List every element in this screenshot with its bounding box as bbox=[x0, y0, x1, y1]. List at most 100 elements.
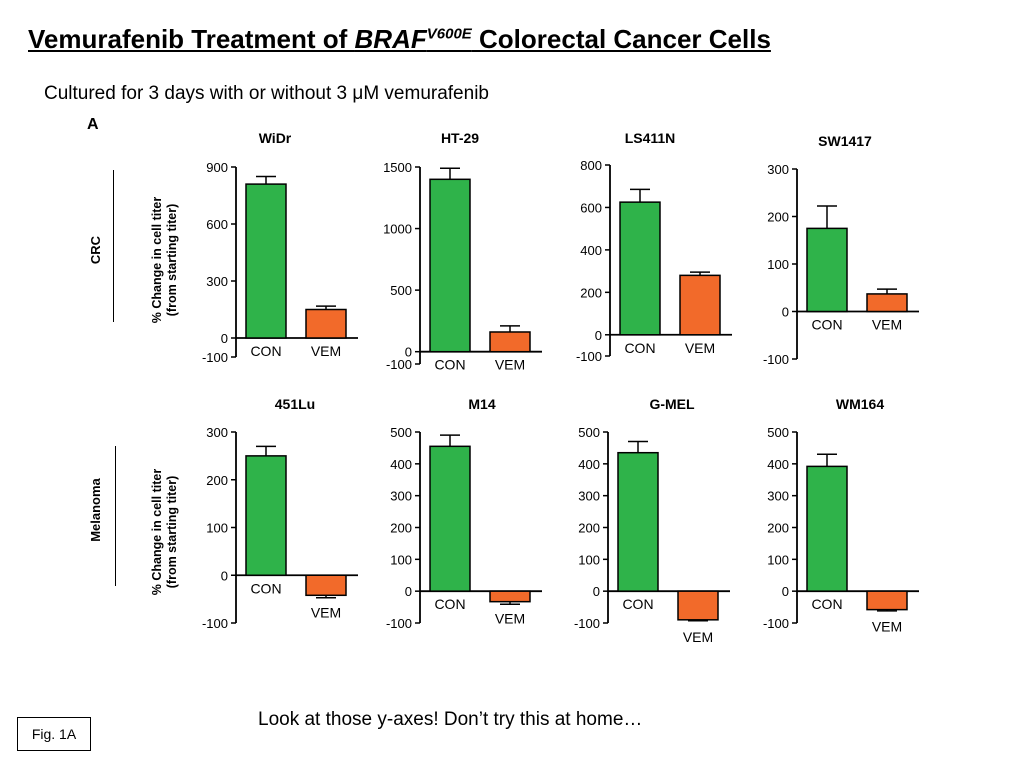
category-label-vem: VEM bbox=[872, 317, 902, 333]
category-label-con: CON bbox=[434, 357, 465, 373]
y-tick-label: -100 bbox=[386, 357, 412, 372]
chart-title: WM164 bbox=[836, 396, 884, 412]
title-gene: BRAF bbox=[354, 24, 427, 54]
title-mutation: V600E bbox=[426, 25, 472, 43]
bar-vem bbox=[305, 574, 347, 597]
category-label-vem: VEM bbox=[311, 343, 341, 359]
y-tick-label: -100 bbox=[202, 350, 228, 365]
chart-m14: M14 -100 0 100 200 300 400 500 CON VEM bbox=[386, 396, 542, 631]
y-tick-label: 400 bbox=[390, 457, 412, 472]
y-tick-label: 600 bbox=[580, 200, 602, 215]
y-tick-label: 200 bbox=[578, 521, 600, 536]
y-tick-label: 0 bbox=[405, 345, 412, 360]
y-tick-label: 300 bbox=[767, 162, 789, 177]
y-tick-label: 0 bbox=[221, 331, 228, 346]
y-tick-label: 800 bbox=[580, 158, 602, 173]
chart-ls411n: LS411N -100 0 200 400 600 800 CON VEM bbox=[576, 130, 732, 364]
y-tick-label: 500 bbox=[390, 283, 412, 298]
y-tick-label: 100 bbox=[578, 552, 600, 567]
bar-vem bbox=[866, 293, 908, 313]
y-tick-label: 0 bbox=[593, 584, 600, 599]
y-tick-label: 900 bbox=[206, 160, 228, 175]
y-tick-label: 100 bbox=[390, 552, 412, 567]
chart-ht-29: HT-29 -1000 500 1000 1500 CON VEM bbox=[383, 130, 542, 373]
category-label-con: CON bbox=[250, 580, 281, 596]
y-tick-label: 300 bbox=[578, 489, 600, 504]
y-tick-label: 300 bbox=[206, 425, 228, 440]
y-tick-label: 400 bbox=[767, 457, 789, 472]
chart-title: HT-29 bbox=[441, 130, 479, 146]
chart-451lu: 451Lu -100 0 100 200 300 CON VEM bbox=[202, 396, 358, 631]
y-tick-label: -100 bbox=[386, 616, 412, 631]
y-tick-label: 0 bbox=[782, 584, 789, 599]
bar-con bbox=[429, 178, 471, 353]
bar-con bbox=[619, 201, 661, 336]
chart-title: WiDr bbox=[259, 130, 292, 146]
category-label-vem: VEM bbox=[495, 611, 525, 627]
y-tick-label: 200 bbox=[390, 521, 412, 536]
y-tick-label: 100 bbox=[767, 552, 789, 567]
y-tick-label: 0 bbox=[405, 584, 412, 599]
y-tick-label: 200 bbox=[767, 210, 789, 225]
bar-con bbox=[806, 227, 848, 313]
category-label-con: CON bbox=[624, 340, 655, 356]
category-label-con: CON bbox=[811, 596, 842, 612]
bar-con bbox=[245, 183, 287, 339]
category-label-con: CON bbox=[622, 596, 653, 612]
category-label-vem: VEM bbox=[872, 619, 902, 635]
y-tick-label: 500 bbox=[767, 425, 789, 440]
chart-g-mel: G-MEL -100 0 100 200 300 400 500 CON VEM bbox=[574, 396, 730, 645]
y-tick-label: 600 bbox=[206, 217, 228, 232]
title-prefix: Vemurafenib Treatment of bbox=[28, 24, 355, 54]
chart-title: G-MEL bbox=[649, 396, 695, 412]
y-tick-label: 100 bbox=[767, 257, 789, 272]
category-label-vem: VEM bbox=[685, 340, 715, 356]
bar-con bbox=[245, 455, 287, 576]
slide-subtitle: Cultured for 3 days with or without 3 μM… bbox=[44, 83, 489, 104]
y-tick-label: 300 bbox=[206, 274, 228, 289]
y-tick-label: 500 bbox=[578, 425, 600, 440]
category-label-vem: VEM bbox=[683, 629, 713, 645]
y-tick-label: 400 bbox=[580, 243, 602, 258]
category-label-vem: VEM bbox=[311, 604, 341, 620]
bar-con bbox=[617, 451, 659, 592]
bar-vem bbox=[305, 308, 347, 339]
y-tick-label: 1000 bbox=[383, 222, 412, 237]
y-tick-label: -100 bbox=[574, 616, 600, 631]
y-tick-label: 300 bbox=[767, 489, 789, 504]
y-tick-label: 0 bbox=[782, 305, 789, 320]
y-tick-label: 0 bbox=[221, 568, 228, 583]
row-rule-crc bbox=[113, 170, 114, 322]
bar-con bbox=[806, 465, 848, 592]
category-label-con: CON bbox=[434, 596, 465, 612]
title-suffix: Colorectal Cancer Cells bbox=[471, 24, 771, 54]
chart-title: 451Lu bbox=[275, 396, 315, 412]
y-tick-label: 0 bbox=[595, 328, 602, 343]
y-tick-label: 200 bbox=[767, 521, 789, 536]
category-label-con: CON bbox=[811, 317, 842, 333]
y-tick-label: -100 bbox=[763, 616, 789, 631]
chart-widr: WiDr -100 0 300 600 900 CON VEM bbox=[202, 130, 358, 365]
y-tick-label: 300 bbox=[390, 489, 412, 504]
chart-title: SW1417 bbox=[818, 133, 872, 149]
bar-vem bbox=[866, 590, 908, 611]
y-tick-label: 200 bbox=[206, 473, 228, 488]
bar-vem bbox=[677, 590, 719, 621]
slide-title: Vemurafenib Treatment of BRAFV600E Color… bbox=[28, 24, 771, 55]
bar-vem bbox=[679, 274, 721, 336]
y-tick-label: 400 bbox=[578, 457, 600, 472]
y-tick-label: 200 bbox=[580, 285, 602, 300]
y-tick-label: -100 bbox=[576, 349, 602, 364]
row-rule-melanoma bbox=[115, 446, 116, 586]
bar-vem bbox=[489, 331, 531, 353]
y-tick-label: 500 bbox=[390, 425, 412, 440]
bar-con bbox=[429, 445, 471, 592]
chart-title: LS411N bbox=[625, 130, 676, 146]
bar-vem bbox=[489, 590, 531, 603]
figure-label: Fig. 1A bbox=[17, 717, 91, 751]
chart-sw1417: SW1417 -100 0 100 200 300 CON VEM bbox=[763, 133, 919, 367]
chart-title: M14 bbox=[468, 396, 495, 412]
footnote: Look at those y-axes! Don’t try this at … bbox=[258, 709, 643, 730]
category-label-con: CON bbox=[250, 343, 281, 359]
